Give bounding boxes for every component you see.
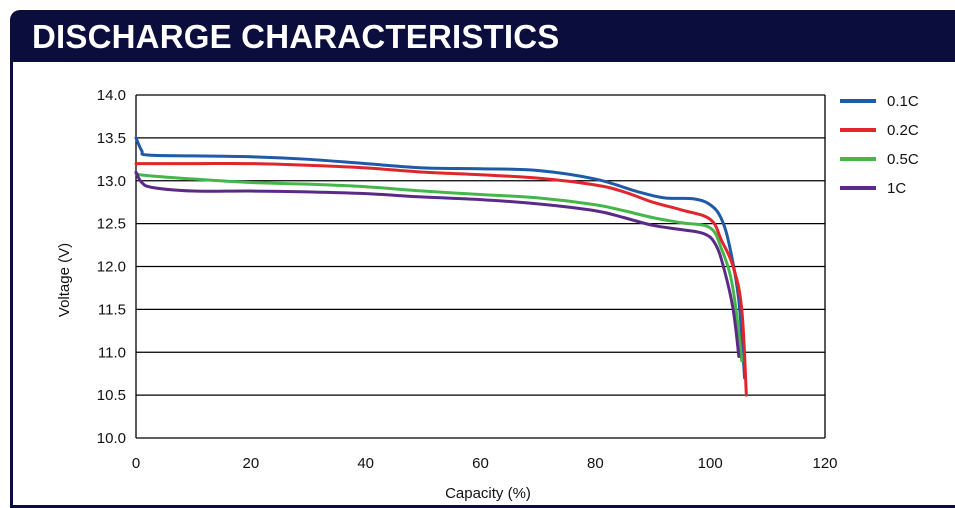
bottom-border (10, 505, 955, 508)
x-axis-ticks: 0 20 40 60 80 100 120 (132, 455, 838, 472)
series-line-0-1c (134, 136, 747, 380)
y-tick-label: 11.5 (98, 301, 126, 318)
y-tick-label: 10.0 (97, 430, 126, 447)
y-tick-label: 12.5 (97, 216, 126, 233)
x-axis-title: Capacity (%) (445, 485, 531, 502)
y-tick-label: 11.0 (98, 344, 126, 361)
legend: 0.1C 0.2C 0.5C 1C (840, 93, 919, 197)
legend-label: 0.2C (887, 122, 919, 139)
series-line-0-2c (134, 161, 748, 397)
series-lines (134, 136, 748, 397)
y-tick-label: 13.0 (97, 173, 126, 190)
gridlines (135, 94, 826, 439)
legend-label: 0.5C (887, 151, 919, 168)
series-line-0-5c (134, 172, 744, 363)
x-tick-label: 120 (812, 455, 837, 472)
series-line-1c (134, 170, 741, 359)
x-tick-label: 20 (242, 455, 259, 472)
y-tick-label: 14.0 (97, 87, 126, 104)
x-tick-label: 100 (698, 455, 723, 472)
y-tick-label: 13.5 (97, 130, 126, 147)
page-title: DISCHARGE CHARACTERISTICS (32, 18, 560, 55)
y-tick-label: 12.0 (97, 259, 126, 276)
header-bar: DISCHARGE CHARACTERISTICS (10, 10, 955, 62)
y-axis-title: Voltage (V) (56, 243, 73, 317)
x-tick-label: 0 (132, 455, 140, 472)
x-tick-label: 40 (357, 455, 374, 472)
legend-label: 0.1C (887, 93, 919, 110)
left-border (10, 62, 13, 508)
y-tick-label: 10.5 (97, 387, 126, 404)
x-tick-label: 80 (587, 455, 604, 472)
x-tick-label: 60 (472, 455, 489, 472)
y-axis-ticks: 10.0 10.5 11.0 11.5 12.0 12.5 13.0 13.5 14.0 (97, 87, 126, 447)
legend-label: 1C (887, 180, 906, 197)
